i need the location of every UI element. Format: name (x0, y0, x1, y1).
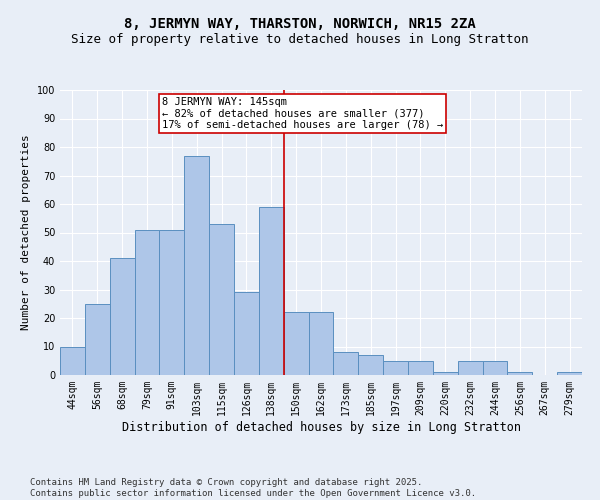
Bar (134, 230, 160, 375)
Text: 8 JERMYN WAY: 145sqm
← 82% of detached houses are smaller (377)
17% of semi-deta: 8 JERMYN WAY: 145sqm ← 82% of detached h… (162, 97, 443, 130)
Bar (284, 312, 308, 375)
Bar (234, 292, 259, 375)
Bar (508, 372, 532, 375)
Bar (209, 224, 234, 375)
Bar (433, 372, 458, 375)
Bar (110, 258, 134, 375)
Bar (184, 156, 209, 375)
Text: 8, JERMYN WAY, THARSTON, NORWICH, NR15 2ZA: 8, JERMYN WAY, THARSTON, NORWICH, NR15 2… (124, 18, 476, 32)
Bar (85, 304, 110, 375)
Bar (334, 352, 358, 375)
Bar (383, 361, 408, 375)
Bar (482, 361, 508, 375)
Bar (358, 355, 383, 375)
Bar (259, 207, 284, 375)
Bar (60, 346, 85, 375)
Text: Contains HM Land Registry data © Crown copyright and database right 2025.
Contai: Contains HM Land Registry data © Crown c… (30, 478, 476, 498)
X-axis label: Distribution of detached houses by size in Long Stratton: Distribution of detached houses by size … (121, 420, 521, 434)
Bar (408, 361, 433, 375)
Bar (160, 230, 184, 375)
Bar (308, 312, 334, 375)
Y-axis label: Number of detached properties: Number of detached properties (21, 134, 31, 330)
Bar (557, 372, 582, 375)
Bar (458, 361, 482, 375)
Text: Size of property relative to detached houses in Long Stratton: Size of property relative to detached ho… (71, 32, 529, 46)
